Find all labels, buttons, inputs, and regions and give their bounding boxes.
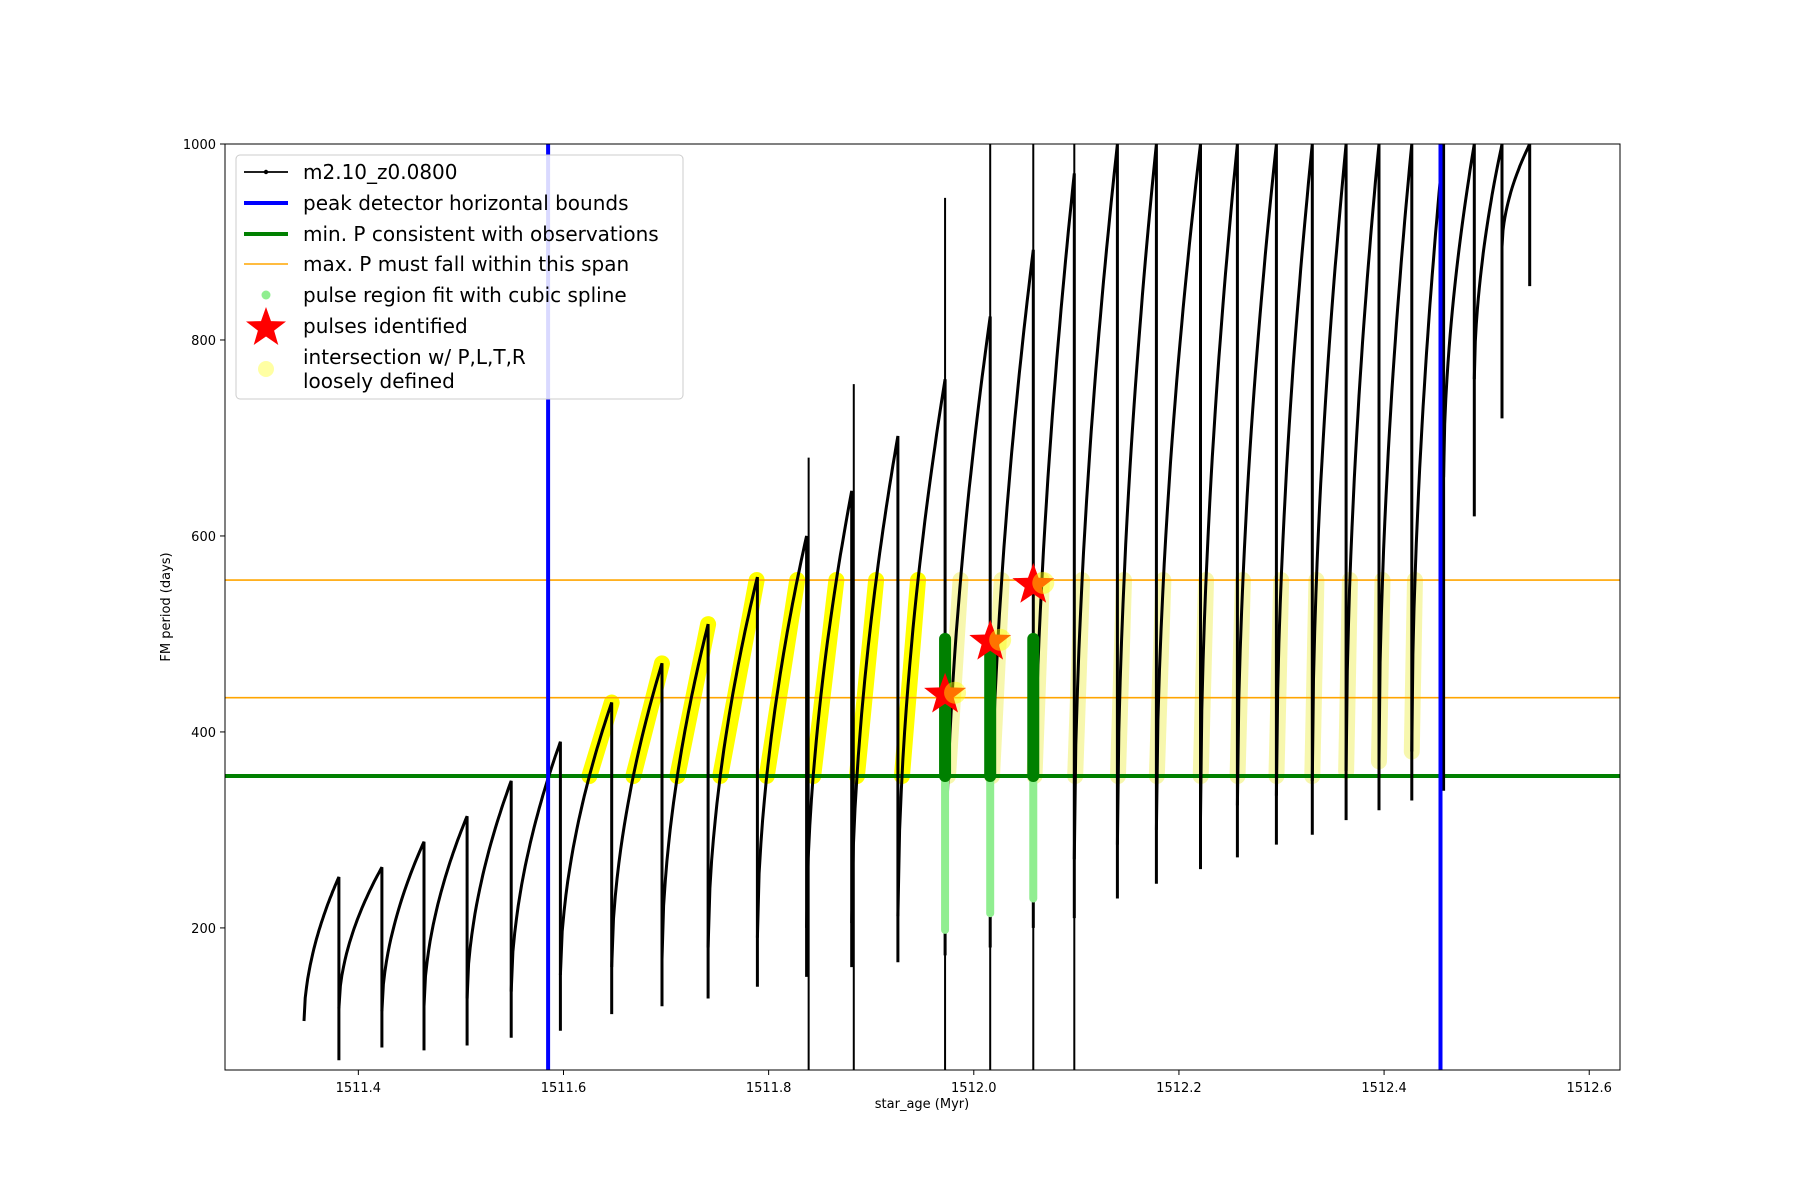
pulse-star-halo-1	[944, 681, 967, 704]
model-cycle-15	[943, 316, 992, 948]
model-cycle-13	[850, 435, 900, 963]
model-cycle-20	[1154, 144, 1202, 870]
legend-label-5: pulse region fit with cubic spline	[303, 283, 627, 307]
model-cycle-19	[1115, 144, 1158, 884]
pulse-star-3	[1012, 563, 1055, 603]
x-tick-label-3: 1512.0	[951, 1081, 997, 1096]
pulse-star-2	[969, 619, 1012, 660]
model-cycle-2	[337, 866, 384, 1048]
y-tick-label-1: 400	[191, 726, 216, 741]
legend-label-6: pulses identified	[303, 314, 468, 338]
model-cycle-30	[1500, 144, 1532, 287]
pulse-star-1	[924, 672, 966, 713]
model-cycle-26	[1377, 144, 1414, 801]
model-cycle-17	[1031, 173, 1076, 919]
pulse-star-halo-2	[989, 628, 1012, 651]
x-tick-label-2: 1511.8	[746, 1081, 792, 1096]
pulse-region-layer	[939, 632, 1040, 783]
model-curve-layer	[302, 144, 1532, 1070]
model-cycle-1	[302, 876, 341, 1061]
plot-frame	[224, 143, 1621, 1071]
x-axis-label: star_age (Myr)	[875, 1097, 969, 1112]
pulses-identified-layer	[924, 563, 1055, 713]
model-cycle-25	[1344, 144, 1381, 811]
model-cycle-6	[509, 741, 562, 1031]
model-cycle-11	[755, 535, 809, 977]
model-cycle-5	[465, 780, 513, 1038]
legend-item-4: max. P must fall within this span	[244, 252, 629, 276]
y-tick-label-3: 800	[191, 334, 216, 349]
model-cycle-22	[1235, 144, 1278, 845]
model-cycle-12	[805, 490, 854, 968]
legend-label-2: peak detector horizontal bounds	[303, 191, 629, 215]
legend-label-4: max. P must fall within this span	[303, 252, 629, 276]
legend-label-1: m2.10_z0.0800	[303, 160, 458, 184]
x-tick-label-6: 1512.6	[1566, 1081, 1612, 1096]
x-tick-label-5: 1512.4	[1361, 1081, 1407, 1096]
x-axis-ticks: 1511.4 1511.6 1511.8 1512.0 1512.2 1512.4 1512…	[336, 1070, 1612, 1096]
legend-label-7: intersection w/ P,L,T,R	[303, 345, 526, 369]
legend-item-1: m2.10_z0.0800	[244, 160, 458, 184]
plot-layers	[225, 144, 1620, 1070]
model-cycle-29	[1472, 144, 1504, 419]
x-tick-label-4: 1512.2	[1156, 1081, 1202, 1096]
legend-item-3: min. P consistent with observations	[244, 222, 659, 246]
legend-box	[235, 154, 684, 400]
model-cycle-8	[610, 662, 664, 1007]
legend-label-7-line2: loosely defined	[303, 369, 455, 393]
model-cycle-10	[706, 576, 759, 987]
model-cycle-7	[558, 702, 614, 1015]
model-cycle-4	[422, 815, 469, 1046]
model-cycle-28	[1442, 144, 1476, 517]
legend-item-2: peak detector horizontal bounds	[244, 191, 629, 215]
y-axis-ticks: 200 400 600 800 1000	[183, 138, 225, 937]
y-tick-label-4: 1000	[183, 138, 216, 153]
legend-item-6: pulses identified	[246, 307, 468, 345]
y-axis-label: FM period (days)	[159, 552, 174, 661]
y-tick-label-0: 200	[191, 922, 216, 937]
model-cycle-24	[1310, 144, 1348, 821]
loose-intersection-layer	[581, 572, 1423, 785]
model-cycle-23	[1274, 144, 1314, 835]
model-cycle-21	[1199, 144, 1239, 858]
model-cycle-9	[660, 623, 710, 999]
x-tick-label-0: 1511.4	[336, 1081, 382, 1096]
pulse-star-halo-3	[1032, 571, 1055, 594]
x-tick-label-1: 1511.6	[541, 1081, 587, 1096]
legend-item-5: pulse region fit with cubic spline	[261, 283, 627, 307]
model-cycle-18	[1072, 144, 1119, 899]
legend-label-3: min. P consistent with observations	[303, 222, 659, 246]
reference-lines-layer	[225, 579, 1620, 779]
y-tick-label-2: 600	[191, 530, 216, 545]
model-cycle-14	[896, 378, 947, 956]
model-cycle-3	[380, 841, 426, 1051]
